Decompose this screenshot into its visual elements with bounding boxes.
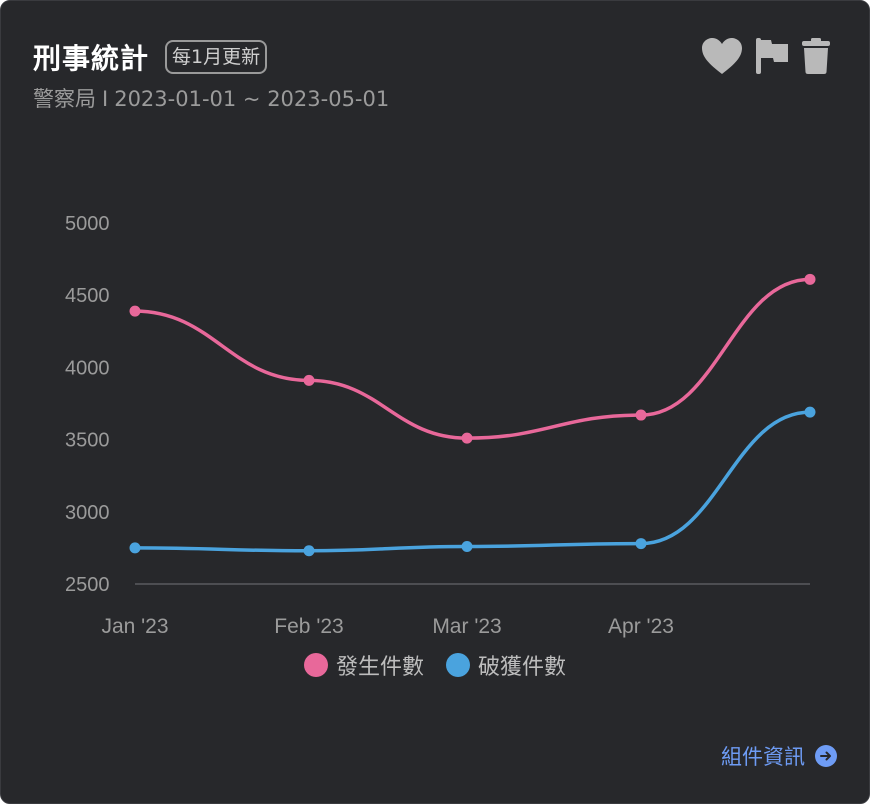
flag-icon[interactable] <box>755 37 789 75</box>
update-frequency-badge: 每1月更新 <box>165 40 268 74</box>
legend-swatch-solved <box>446 653 470 677</box>
y-tick-label: 4500 <box>65 285 110 307</box>
y-tick-label: 3000 <box>65 502 110 524</box>
widget-header: 刑事統計 每1月更新 <box>33 37 268 77</box>
data-point <box>635 538 647 550</box>
legend-label-solved: 破獲件數 <box>478 655 567 680</box>
legend-item-solved[interactable]: 破獲件數 <box>446 649 566 681</box>
heart-icon[interactable] <box>701 37 743 75</box>
trash-icon[interactable] <box>801 37 831 75</box>
arrow-right-circle-icon <box>815 745 837 767</box>
y-tick-label: 2500 <box>65 574 110 596</box>
widget-actions <box>701 37 831 75</box>
x-tick-label: Apr '23 <box>608 615 674 638</box>
data-point <box>303 374 315 386</box>
series-line-1 <box>133 410 812 553</box>
y-tick-label: 5000 <box>65 213 110 235</box>
y-tick-label: 3500 <box>65 430 110 452</box>
data-point <box>461 432 473 444</box>
subtitle-separator: I <box>102 87 109 111</box>
x-tick-label: Mar '23 <box>432 615 501 638</box>
legend-item-occurred[interactable]: 發生件數 <box>303 649 424 681</box>
data-point <box>303 545 315 557</box>
legend-label-occurred: 發生件數 <box>335 655 424 680</box>
y-tick-label: 4000 <box>65 357 110 379</box>
data-point <box>129 305 141 317</box>
line-chart: 5000 4500 4000 3500 3000 2500 Jan '23 Feb '23 Ma… <box>65 213 816 638</box>
data-point <box>804 273 816 285</box>
data-point <box>129 542 141 554</box>
date-range: 2023-01-01 ~ 2023-05-01 <box>114 87 390 111</box>
x-tick-label: Jan '23 <box>101 615 168 638</box>
widget-info-link[interactable]: 組件資訊 <box>721 741 837 771</box>
data-point <box>461 540 473 552</box>
widget-info-label: 組件資訊 <box>721 745 805 769</box>
data-source: 警察局 <box>33 87 96 111</box>
data-point <box>635 409 647 421</box>
x-tick-label: Feb '23 <box>274 615 343 638</box>
widget-subtitle: 警察局 I 2023-01-01 ~ 2023-05-01 <box>33 83 389 113</box>
chart-legend: 發生件數 破獲件數 <box>1 649 869 681</box>
widget-title: 刑事統計 <box>33 42 150 75</box>
legend-swatch-occurred <box>303 653 328 677</box>
series-line-0 <box>133 277 812 440</box>
data-point <box>804 406 816 418</box>
